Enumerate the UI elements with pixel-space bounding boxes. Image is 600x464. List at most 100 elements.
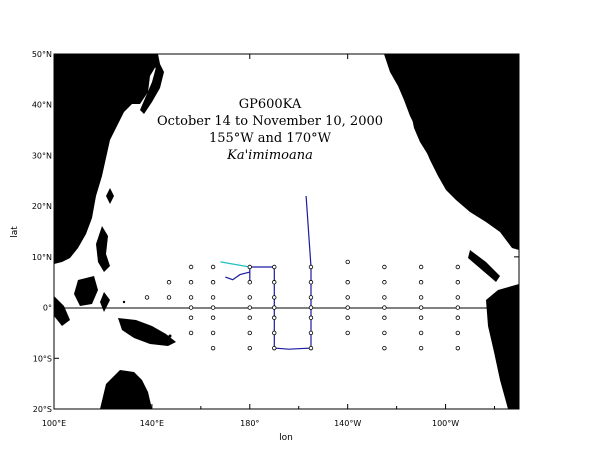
mooring-point xyxy=(210,345,216,351)
land-masses xyxy=(54,54,519,409)
mooring-point xyxy=(247,280,252,285)
x-axis-label: lon xyxy=(279,433,293,443)
mooring-point xyxy=(308,280,314,285)
mooring-point xyxy=(272,264,277,270)
mooring-point xyxy=(382,330,387,336)
mooring-point xyxy=(247,305,252,310)
title-block: GP600KA October 14 to November 10, 2000 … xyxy=(157,97,383,163)
x-tick-label: 100°W xyxy=(432,419,459,428)
mooring-point xyxy=(345,315,350,320)
mooring-point xyxy=(382,345,387,351)
y-tick-label: 10°N xyxy=(32,253,52,262)
land-asia xyxy=(54,54,158,264)
mooring-point xyxy=(455,295,461,300)
plot-frame xyxy=(53,53,520,410)
mooring-point xyxy=(382,280,387,285)
mooring-point xyxy=(188,280,194,285)
mooring-point xyxy=(210,280,216,285)
x-tick-label: 180° xyxy=(240,419,259,428)
mooring-point xyxy=(210,305,216,310)
land-island-a xyxy=(168,334,172,338)
land-island-b xyxy=(122,300,126,304)
transit-track-line xyxy=(220,261,250,268)
mooring-point xyxy=(455,330,461,336)
mooring-markers xyxy=(144,259,461,351)
mooring-point xyxy=(382,264,387,270)
mooring-point xyxy=(144,295,150,300)
mooring-point xyxy=(166,295,172,300)
mooring-point xyxy=(418,315,424,320)
mooring-point xyxy=(247,315,252,320)
land-south-america xyxy=(486,284,519,409)
land-sakhalin xyxy=(152,54,160,70)
mooring-point xyxy=(418,295,424,300)
mooring-point xyxy=(188,315,194,320)
x-tick-label: 100°E xyxy=(42,419,66,428)
y-axis-label: lat xyxy=(10,226,20,238)
mooring-point xyxy=(418,280,424,285)
mooring-point xyxy=(418,305,424,310)
land-japan xyxy=(140,60,164,114)
mooring-point xyxy=(210,330,216,336)
mooring-point xyxy=(308,315,314,320)
y-tick-label: 10°S xyxy=(33,354,52,363)
mooring-point xyxy=(188,264,194,270)
land-north-america xyxy=(384,54,519,250)
mooring-point xyxy=(210,315,216,320)
y-tick-label: 20°N xyxy=(32,202,52,211)
mooring-point xyxy=(247,330,252,336)
title-line-1: GP600KA xyxy=(239,97,302,112)
mooring-point xyxy=(345,259,350,265)
land-philippines xyxy=(96,226,110,272)
mooring-point xyxy=(272,330,277,336)
mooring-point xyxy=(308,305,314,310)
mooring-point xyxy=(188,305,194,310)
mooring-point xyxy=(210,264,216,270)
land-baja xyxy=(412,118,436,162)
mooring-point xyxy=(455,264,461,270)
mooring-point xyxy=(455,280,461,285)
land-borneo xyxy=(74,276,98,306)
mooring-point xyxy=(247,345,252,351)
mooring-point xyxy=(455,305,461,310)
y-axis-ticks: 50°N 40°N 30°N 20°N 10°N 0° 10°S 20°S xyxy=(32,50,519,414)
vessel-name: Ka'imimoana xyxy=(226,148,313,163)
land-australia xyxy=(100,370,152,409)
mooring-point xyxy=(188,295,194,300)
mooring-point xyxy=(272,305,277,310)
mooring-point xyxy=(418,264,424,270)
title-line-3: 155°W and 170°W xyxy=(209,131,332,146)
mooring-point xyxy=(188,330,194,336)
mooring-point xyxy=(345,280,350,285)
mooring-point xyxy=(308,330,314,336)
mooring-point xyxy=(308,345,314,351)
mooring-point xyxy=(418,345,424,351)
mooring-point xyxy=(382,315,387,320)
mooring-point xyxy=(247,264,252,270)
cruise-track-detour-line xyxy=(225,271,250,281)
mooring-point xyxy=(210,295,216,300)
land-new-guinea xyxy=(118,318,176,346)
mooring-point xyxy=(272,315,277,320)
mooring-point xyxy=(345,305,350,310)
mooring-point xyxy=(308,264,314,270)
y-tick-label: 30°N xyxy=(32,151,52,160)
x-tick-label: 140°W xyxy=(334,419,361,428)
mooring-point xyxy=(247,295,252,300)
mooring-point xyxy=(308,295,314,300)
mooring-point xyxy=(382,305,387,310)
y-tick-label: 50°N xyxy=(32,50,52,59)
y-tick-label: 0° xyxy=(43,304,52,313)
land-taiwan xyxy=(106,188,114,204)
mooring-point xyxy=(272,280,277,285)
mooring-point xyxy=(455,315,461,320)
title-line-2: October 14 to November 10, 2000 xyxy=(157,114,383,129)
mooring-point xyxy=(455,345,461,351)
land-central-america xyxy=(468,250,500,282)
x-axis-ticks: 100°E 140°E 180° 140°W 100°W xyxy=(42,54,496,428)
mooring-point xyxy=(272,345,277,351)
mooring-point xyxy=(418,330,424,336)
land-sumatra xyxy=(54,296,70,326)
x-tick-label: 140°E xyxy=(140,419,164,428)
